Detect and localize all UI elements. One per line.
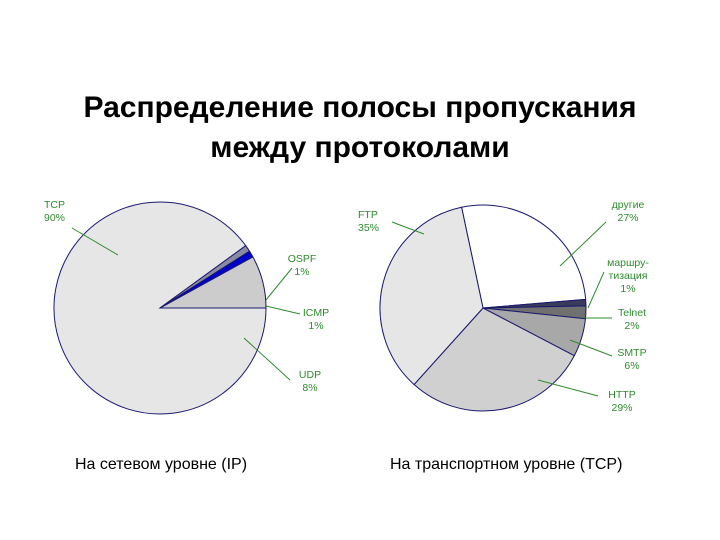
slice-percent: 29% (611, 402, 632, 414)
pie-slice-udp (159, 256, 267, 309)
page-title: Распределение полосы пропускания между п… (0, 88, 720, 168)
slice-name: Telnet (618, 307, 646, 319)
pie-slice-ftp (379, 206, 484, 386)
slice-percent: 1% (294, 266, 309, 278)
slice-label: маршру-тизация 1% (607, 257, 649, 295)
leader-line (391, 221, 425, 235)
slice-name: OSPF (288, 253, 317, 265)
slice-percent: 1% (308, 320, 323, 332)
slice-name: маршру- (607, 257, 649, 269)
caption-tcp-level: На транспортном уровне (TCP) (390, 456, 623, 473)
slice-percent: 35% (358, 222, 379, 234)
leader-line (587, 271, 605, 309)
slice-name: ICMP (303, 307, 329, 319)
slice-label: OSPF 1% (288, 253, 317, 278)
slice-name: HTTP (608, 389, 635, 401)
caption-ip-level: На сетевом уровне (IP) (75, 456, 248, 473)
slice-name: другие (612, 199, 645, 211)
title-line-2: между протоколами (210, 131, 510, 164)
slice-percent: 8% (302, 382, 317, 394)
slice-percent: 90% (44, 212, 65, 224)
slice-label: FTP 35% (358, 209, 379, 234)
slice-percent: 6% (624, 360, 639, 372)
slice-label: SMTP 6% (617, 347, 646, 372)
leader-line (569, 339, 613, 357)
leader-line (265, 267, 293, 301)
slice-percent: 27% (617, 212, 638, 224)
slice-label: ICMP 1% (303, 307, 329, 332)
slice-label: другие 27% (612, 199, 645, 224)
slice-percent: 2% (624, 320, 639, 332)
slice-name: тизация (609, 270, 648, 282)
leader-line (265, 305, 301, 315)
slice-name: UDP (299, 369, 321, 381)
title-line-1: Распределение полосы пропускания (83, 91, 637, 124)
leader-line (559, 221, 607, 267)
slice-percent: 1% (620, 283, 635, 295)
pie-slice-другие (460, 204, 587, 309)
leader-line (537, 379, 599, 397)
leader-line (243, 337, 291, 381)
leader-line (71, 227, 119, 256)
slice-name: FTP (358, 209, 378, 221)
slice-label: HTTP 29% (608, 389, 635, 414)
slice-name: SMTP (617, 347, 646, 359)
slice-label: TCP 90% (44, 199, 65, 224)
pie-slice-http (413, 307, 575, 412)
slice-label: Telnet 2% (618, 307, 646, 332)
slice-name: TCP (44, 199, 65, 211)
slice-label: UDP 8% (299, 369, 321, 394)
